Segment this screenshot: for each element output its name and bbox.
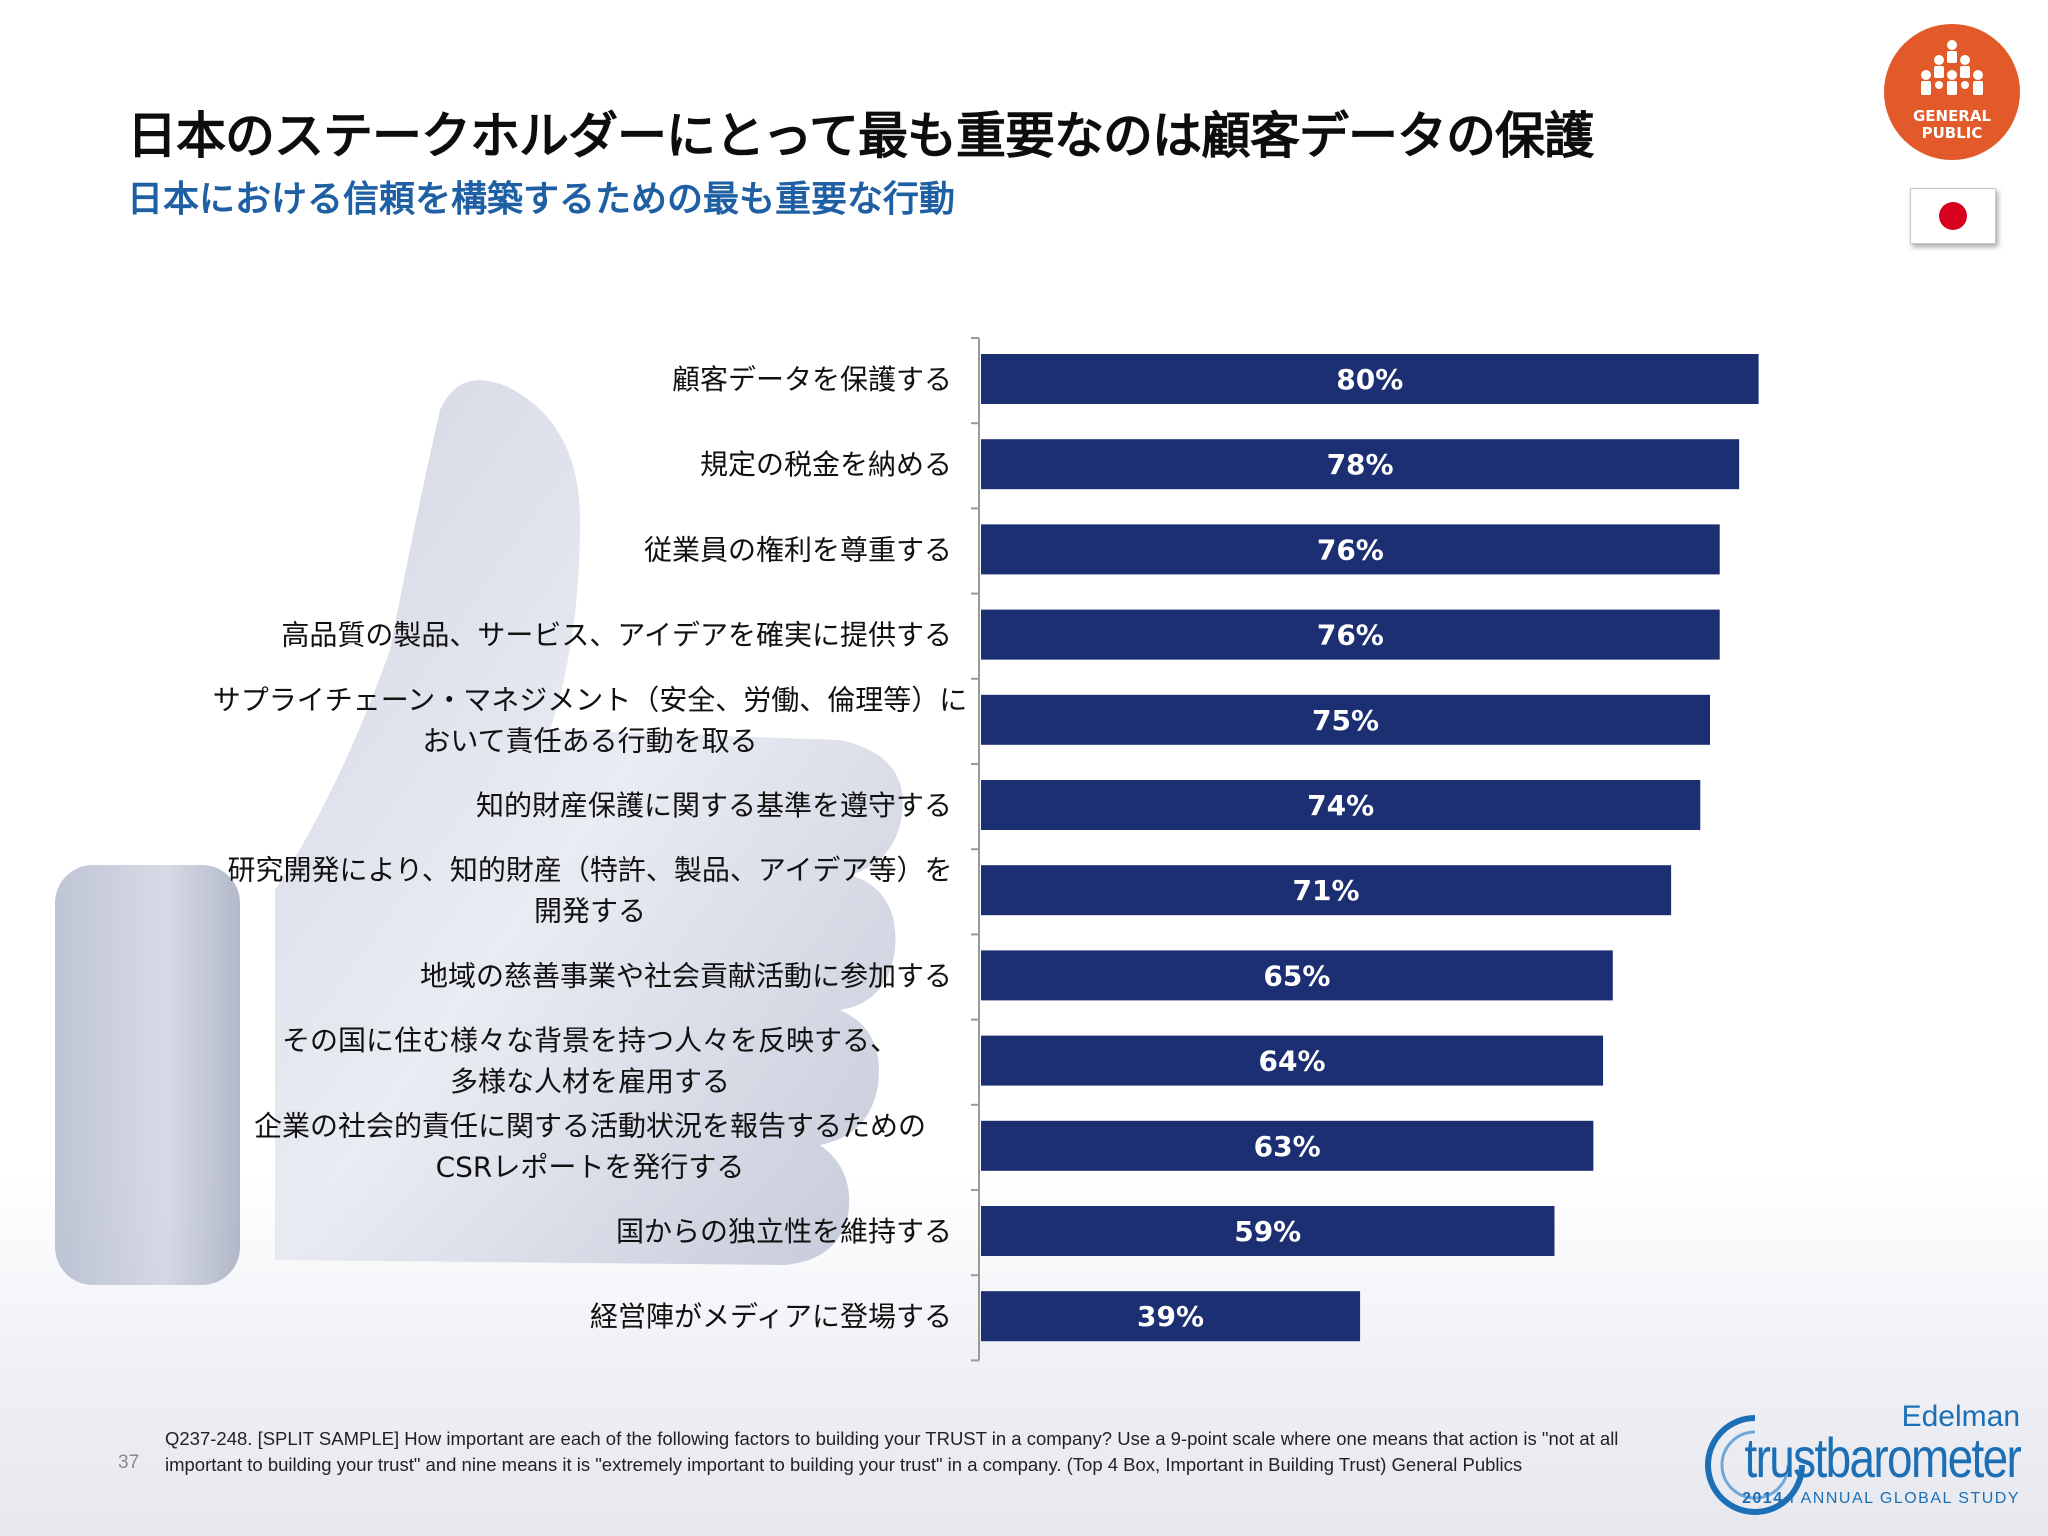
category-label: 高品質の製品、サービス、アイデアを確実に提供する xyxy=(281,619,952,652)
bar-value-label: 63% xyxy=(1254,1130,1321,1163)
badge-line-2: PUBLIC xyxy=(1921,124,1983,142)
bar-value-label: 76% xyxy=(1317,533,1384,566)
bar-value-label: 74% xyxy=(1307,789,1374,822)
bar xyxy=(981,1035,1604,1086)
bar-value-label: 75% xyxy=(1312,704,1379,737)
category-label: 顧客データを保護する xyxy=(672,363,952,396)
flag-sun xyxy=(1939,202,1967,230)
japan-flag-icon xyxy=(1910,188,1996,244)
bar-value-label: 65% xyxy=(1263,959,1330,992)
people-group-icon xyxy=(1921,40,1983,95)
category-label: サプライチェーン・マネジメント（安全、労働、倫理等）に xyxy=(213,683,968,716)
footnote: Q237-248. [SPLIT SAMPLE] How important a… xyxy=(165,1428,1619,1475)
category-label: 経営陣がメディアに登場する xyxy=(590,1300,952,1333)
category-label: 従業員の権利を尊重する xyxy=(644,533,952,566)
bar xyxy=(981,439,1740,490)
bar xyxy=(981,354,1759,404)
category-label: 企業の社会的責任に関する活動状況を報告するための xyxy=(254,1109,926,1142)
category-label: 国からの独立性を維持する xyxy=(616,1215,952,1248)
bar-value-label: 64% xyxy=(1259,1045,1326,1078)
category-label: 多様な人材を雇用する xyxy=(450,1065,730,1098)
bar xyxy=(981,780,1701,830)
category-label: CSRレポートを発行する xyxy=(436,1150,745,1183)
logo-tagline: ANNUAL GLOBAL STUDY xyxy=(1800,1490,2020,1507)
bar xyxy=(981,1120,1594,1171)
bar-value-label: 71% xyxy=(1293,874,1360,907)
bar xyxy=(981,950,1613,1001)
logo-product: trustbarometer xyxy=(1744,1426,2021,1489)
category-label: その国に住む様々な背景を持つ人々を反映する、 xyxy=(282,1024,898,1057)
category-label: 研究開発により、知的財産（特許、製品、アイデア等）を xyxy=(228,854,953,887)
bar-value-label: 78% xyxy=(1327,448,1394,481)
bar xyxy=(981,524,1720,575)
thumbs-up-background-icon xyxy=(55,380,903,1285)
bar-value-label: 59% xyxy=(1234,1215,1301,1248)
edelman-trustbarometer-logo: Edelman trustbarometer 2014 I ANNUAL GLO… xyxy=(1690,1400,2022,1520)
logo-year: 2014 xyxy=(1742,1490,1784,1507)
category-label: 規定の税金を納める xyxy=(700,448,952,481)
badge-line-1: GENERAL xyxy=(1912,107,1992,125)
category-label: おいて責任ある行動を取る xyxy=(422,724,757,757)
bar xyxy=(981,865,1672,916)
logo-swoosh-icon xyxy=(1705,1415,1805,1515)
page-subtitle: 日本における信頼を構築するための最も重要な行動 xyxy=(127,179,956,220)
bar-value-label: 76% xyxy=(1317,619,1384,652)
bar xyxy=(981,1291,1361,1342)
bar-value-label: 39% xyxy=(1137,1300,1204,1333)
logo-brand: Edelman xyxy=(1901,1400,2020,1433)
bar xyxy=(981,609,1720,660)
category-label: 開発する xyxy=(534,895,646,928)
general-public-badge: GENERAL PUBLIC xyxy=(1884,24,2020,160)
bar xyxy=(981,1206,1555,1256)
page-title: 日本のステークホルダーにとって最も重要なのは顧客データの保護 xyxy=(127,107,1594,165)
category-label: 地域の慈善事業や社会貢献活動に参加する xyxy=(420,959,952,992)
logo-separator: I xyxy=(1789,1490,1796,1507)
logo-year-line: 2014 I ANNUAL GLOBAL STUDY xyxy=(1742,1490,2020,1508)
category-label: 知的財産保護に関する基準を遵守する xyxy=(476,789,952,822)
page-number: 37 xyxy=(118,1452,140,1473)
bar-value-label: 80% xyxy=(1336,363,1403,396)
bar xyxy=(981,694,1710,745)
